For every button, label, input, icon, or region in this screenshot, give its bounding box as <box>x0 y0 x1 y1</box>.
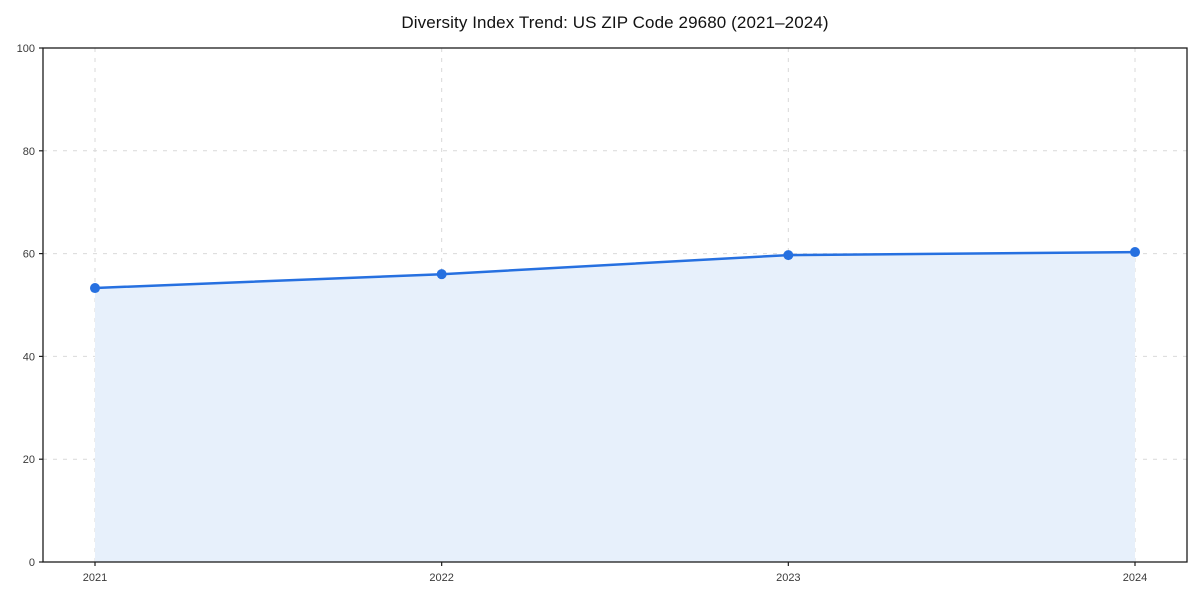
x-tick-label: 2022 <box>429 572 453 584</box>
y-tick-label: 20 <box>23 454 35 466</box>
data-point <box>1130 247 1140 258</box>
data-point <box>90 283 100 294</box>
y-tick-label: 60 <box>23 249 35 261</box>
data-point <box>783 250 794 261</box>
x-tick-label: 2021 <box>83 572 107 584</box>
x-tick-label: 2023 <box>776 572 800 584</box>
y-tick-label: 40 <box>23 351 35 363</box>
y-tick-label: 0 <box>29 557 35 569</box>
y-tick-label: 100 <box>17 43 35 55</box>
data-point <box>436 269 447 280</box>
area-fill <box>95 252 1135 562</box>
x-tick-label: 2024 <box>1123 572 1147 584</box>
y-tick-label: 80 <box>23 146 35 158</box>
chart-title: Diversity Index Trend: US ZIP Code 29680… <box>401 13 829 32</box>
plot-frame <box>42 47 1188 563</box>
trend-line <box>93 250 1137 290</box>
